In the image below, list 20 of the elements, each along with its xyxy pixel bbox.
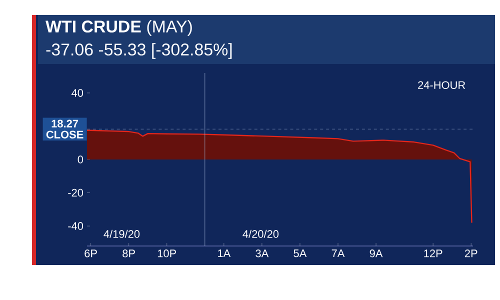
annotation: 4/19/20 — [104, 230, 140, 238]
y-tick-label: -20 — [68, 188, 84, 197]
x-tick-label: 7A — [332, 250, 345, 258]
ref-line-label: 18.27 CLOSE — [46, 120, 84, 138]
x-tick-label: 5A — [294, 250, 307, 258]
x-tick-label: 9A — [370, 250, 383, 258]
chart-subtitle: -37.06 -55.33 [-302.85%] — [46, 43, 232, 59]
x-tick-label: 6P — [84, 250, 97, 258]
annotation: 4/20/20 — [242, 230, 279, 238]
y-tick-label: 40 — [72, 89, 84, 97]
x-tick-label: 1A — [218, 250, 231, 258]
y-tick-label: 0 — [78, 156, 84, 164]
x-tick-label: 10P — [158, 250, 176, 258]
x-tick-label: 3A — [256, 250, 269, 258]
chart-title: WTI CRUDE (MAY) — [46, 20, 192, 36]
annotation: 24-HOUR — [418, 81, 466, 89]
x-tick-label: 8P — [122, 250, 135, 258]
y-tick-label: -40 — [68, 222, 84, 230]
x-tick-label: 2P — [464, 250, 478, 258]
x-tick-label: 12P — [424, 250, 442, 258]
